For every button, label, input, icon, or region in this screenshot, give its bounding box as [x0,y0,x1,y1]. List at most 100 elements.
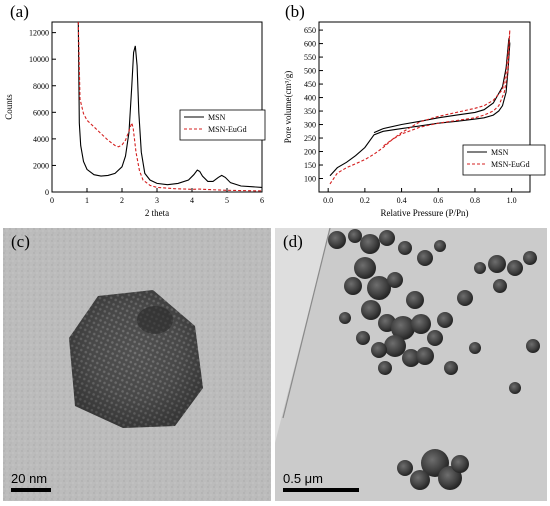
scale-bar-label-d: 0.5 μm [283,471,324,486]
nanoparticle [379,230,395,246]
nanoparticle [387,272,403,288]
nanoparticle [378,361,392,375]
y-tick-label: 10000 [29,55,49,64]
nanoparticle [328,231,346,249]
nanoparticle [391,316,415,340]
panel-label-a: (a) [10,2,29,21]
panel-label-b: (b) [285,2,305,21]
x-tick-label: 0.4 [397,196,407,205]
nanoparticle [417,250,433,266]
nanoparticle [437,312,453,328]
nanoparticle [406,291,424,309]
nanoparticle [523,251,537,265]
x-axis-label: 2 theta [145,208,169,218]
plot-frame [318,21,531,193]
y-tick-label: 400 [304,94,316,103]
nanoparticle [360,234,380,254]
scale-bar-label-c: 20 nm [11,471,48,486]
nanoparticle [416,347,434,365]
nanoparticle [444,361,458,375]
series-line-msn-eugd [329,30,511,185]
legend-entry-label: MSN-EuGd [208,125,247,134]
panel-label-c: (c) [11,232,30,251]
nanoparticle [469,342,481,354]
nanoparticle [354,257,376,279]
nanoparticle [361,300,381,320]
nanoparticle [397,460,413,476]
series-line-msn [77,22,262,188]
nanoparticle [367,276,391,300]
nanoparticle [356,331,370,345]
scale-bar-d [283,488,359,492]
y-tick-label: 600 [304,40,316,49]
y-tick-label: 150 [304,161,316,170]
nanoparticle [509,382,521,394]
nanoparticle [493,279,507,293]
x-tick-label: 0.2 [360,196,370,205]
nanoparticle [344,277,362,295]
nanoparticle [398,241,412,255]
legend-box [462,144,546,176]
tem-single-particle-picture [3,228,271,501]
y-axis-label: Counts [4,94,14,120]
series-line-msn [329,38,511,177]
legend-entry-label: MSN [491,148,509,157]
y-tick-label: 6000 [33,108,49,117]
y-tick-label: 250 [304,134,316,143]
y-tick-label: 8000 [33,82,49,91]
nanoparticle [526,339,540,353]
x-tick-label: 0.0 [323,196,333,205]
y-tick-label: 300 [304,121,316,130]
tem-image-single-particle: (c) 20 nm [3,228,271,501]
nanoparticle [507,260,523,276]
x-tick-label: 0 [50,196,54,205]
series-line-msn-eugd [77,22,262,192]
nanoparticle [339,312,351,324]
tem-particle-field-picture [275,228,547,501]
nanoparticle [371,342,387,358]
nanoparticle [451,455,469,473]
nanoparticle [410,470,430,490]
y-tick-label: 2000 [33,161,49,170]
y-tick-label: 100 [304,175,316,184]
x-tick-label: 5 [225,196,229,205]
x-axis-label: Relative Pressure (P/Pn) [381,208,469,218]
y-tick-label: 500 [304,67,316,76]
x-tick-label: 1.0 [507,196,517,205]
nanoparticle [348,229,362,243]
x-tick-label: 6 [260,196,264,205]
nanoparticle [384,335,406,357]
legend-entry-label: MSN-EuGd [491,160,530,169]
x-tick-label: 0.8 [470,196,480,205]
y-tick-label: 4000 [33,135,49,144]
y-tick-label: 450 [304,80,316,89]
nanoparticle [427,330,443,346]
nanoparticle [402,349,420,367]
xrd-chart: 0 2000 4000 6000 8000 10000 12000 0 1 2 3 4 5 6 2 thet… [4,21,266,218]
y-tick-label: 550 [304,53,316,62]
isotherm-chart-panel: (b) 100 150 200 250 300 350 400 450 500 550 600 650… [275,0,550,225]
x-tick-label: 0.6 [433,196,443,205]
x-tick-label: 2 [120,196,124,205]
xrd-chart-panel: (a) 0 2000 4000 6000 8000 10000 12000 0 1 2 3 4 5 6 2 … [0,0,275,225]
x-tick-label: 3 [155,196,159,205]
plot-frame [51,21,263,193]
y-tick-label: 0 [45,188,49,197]
y-tick-label: 12000 [29,29,49,38]
nanoparticle [474,262,486,274]
nanoparticle [488,255,506,273]
panel-label-d: (d) [283,232,303,251]
legend-entry-label: MSN [208,113,226,122]
x-tick-label: 4 [190,196,194,205]
scale-bar-c [11,488,51,492]
y-tick-label: 350 [304,107,316,116]
isotherm-chart: 100 150 200 250 300 350 400 450 500 550 600 650 0.0 0… [283,21,546,218]
nanoparticle [457,290,473,306]
y-tick-label: 200 [304,148,316,157]
x-tick-label: 1 [85,196,89,205]
legend-box [179,109,266,141]
y-axis-label: Pore volume(cm³/g) [283,71,293,143]
y-tick-label: 650 [304,26,316,35]
tem-image-particle-field: (d) 0.5 μm [275,228,547,501]
nanoparticle [411,314,431,334]
